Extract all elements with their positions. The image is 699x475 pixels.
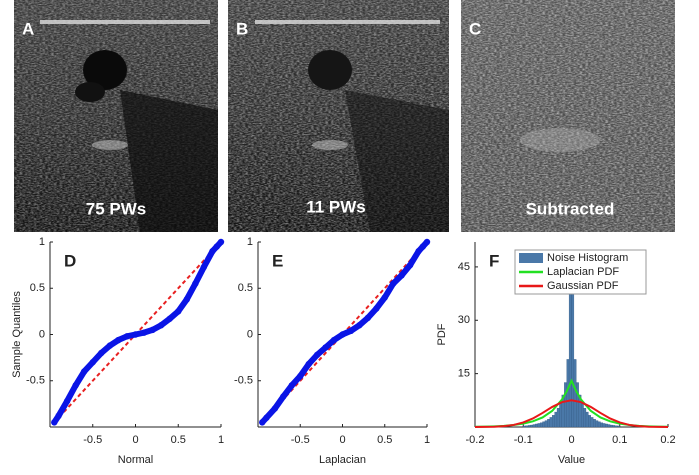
histogram-bar [588,415,591,428]
histogram-bar [576,382,579,428]
legend-label: Laplacian PDF [547,266,619,278]
y-tick-label: 45 [458,261,470,273]
histogram-bar [593,419,596,428]
histogram-bar [559,402,562,428]
y-tick-label: 0.5 [30,282,45,294]
x-tick-label: -0.2 [466,434,485,446]
histogram-bar [590,417,594,428]
point-trail [260,239,430,425]
histogram-bar [597,421,601,428]
y-axis-label: Sample Quantiles [11,291,23,378]
x-tick-label: 0 [568,434,574,446]
y-axis-label: PDF [436,323,448,345]
image-c [461,0,675,232]
histogram-bar [607,424,611,428]
x-axis-label: Laplacian [319,454,366,466]
legend-label: Noise Histogram [547,252,628,264]
histogram-bar [595,420,599,428]
histogram-bar [585,411,589,428]
histogram-bar [609,424,613,428]
x-tick-label: 0.5 [171,434,186,446]
histogram-bar [552,415,555,428]
histogram-bar [525,425,529,428]
histogram-bar [530,424,534,428]
legend-label: Gaussian PDF [547,280,619,292]
panel-caption: 75 PWs [86,199,146,218]
x-tick-label: -0.5 [291,434,310,446]
histogram-bar [605,423,608,428]
x-tick-label: -0.1 [514,434,533,446]
x-tick-label: 0.2 [660,434,675,446]
histogram-bar [544,420,548,428]
histogram-bar [573,359,577,428]
panel-caption: 11 PWs [306,197,366,216]
image-a [14,0,218,232]
x-tick-label: -0.5 [83,434,102,446]
histogram-bar [542,421,546,428]
x-axis-label: Normal [118,454,153,466]
histogram-bar [617,425,620,428]
histogram-bar [539,422,543,428]
histogram-bar [549,417,553,428]
x-tick-label: 1 [424,434,430,446]
panel-label: D [64,251,76,270]
histogram-bar [537,423,541,428]
x-tick-label: 0.1 [612,434,627,446]
histogram-bar [612,425,616,428]
panel-caption: Subtracted [526,199,615,218]
histogram-bar [600,422,604,428]
point-trail [51,239,224,425]
histogram-bar [532,424,536,428]
histogram-bar [583,407,587,428]
y-tick-label: 30 [458,314,470,326]
histogram-bar [527,425,531,428]
y-tick-label: 1 [39,236,45,248]
panel-label: B [236,19,248,38]
histogram-bar [564,382,567,428]
y-tick-label: 1 [247,236,253,248]
histogram-bar [581,402,584,428]
y-tick-label: 0 [39,328,45,340]
panel-label: E [272,251,283,270]
x-tick-label: 0 [339,434,345,446]
panel-label: C [469,19,481,38]
y-tick-label: 15 [458,368,470,380]
image-b [228,0,449,232]
y-tick-label: 0.5 [238,282,253,294]
panel-label: F [489,251,499,270]
panel-label: A [22,19,34,38]
x-tick-label: 1 [218,434,224,446]
legend-swatch [519,253,543,263]
y-tick-label: 0 [247,328,253,340]
y-tick-label: -0.5 [234,375,253,387]
histogram-bar [602,423,606,428]
histogram-bar [554,411,558,428]
y-tick-label: -0.5 [26,375,45,387]
pdf-line [474,399,669,428]
x-tick-label: 0 [132,434,138,446]
histogram-bar [614,425,618,428]
histogram-bar [566,359,570,428]
x-tick-label: 0.5 [377,434,392,446]
histogram-bar [535,423,538,428]
x-axis-label: Value [558,454,585,466]
histogram-bar [556,407,560,428]
histogram-bar [523,425,526,428]
histogram-bar [547,419,550,428]
